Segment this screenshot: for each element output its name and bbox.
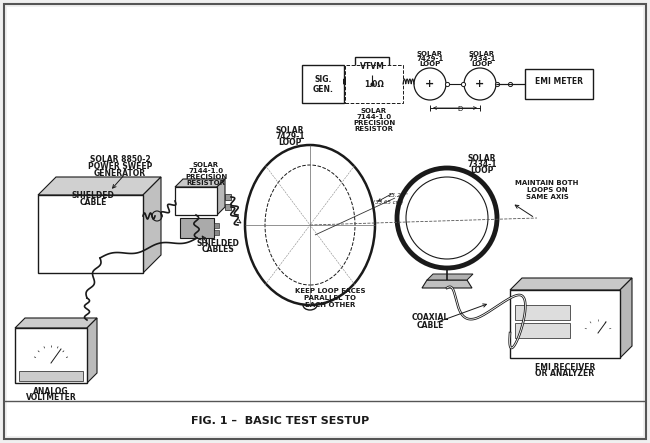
Text: CABLE: CABLE [79,198,107,206]
Text: +: + [425,79,435,89]
Text: 7144-1.0: 7144-1.0 [188,168,224,174]
Text: SOLAR: SOLAR [276,125,304,135]
Polygon shape [422,280,472,288]
Text: ANALOG: ANALOG [33,386,69,396]
Bar [19,371,83,381]
Polygon shape [15,318,97,328]
Text: MAINTAIN BOTH: MAINTAIN BOTH [515,180,578,186]
Bar [355,57,389,75]
Text: PARALLEL TO: PARALLEL TO [304,295,356,301]
Text: SOLAR: SOLAR [193,162,219,168]
Bar [515,323,570,338]
Bar [38,195,143,273]
Polygon shape [510,278,632,290]
Text: PRECISION: PRECISION [353,120,395,126]
Text: 13.25": 13.25" [387,193,408,198]
Circle shape [406,177,488,259]
Text: PRECISION: PRECISION [185,174,227,180]
Text: LOOP: LOOP [471,61,493,67]
Bar [510,290,620,358]
Text: VTVM: VTVM [359,62,384,70]
Text: RESISTOR: RESISTOR [354,126,393,132]
Text: 7334-1: 7334-1 [467,159,497,168]
Text: LOOP: LOOP [471,166,494,175]
Bar [175,187,217,215]
Text: 1.0Ω: 1.0Ω [364,79,384,89]
Text: FIG. 1 –  BASIC TEST SESTUP: FIG. 1 – BASIC TEST SESTUP [191,416,369,426]
Text: SHIELDED: SHIELDED [196,238,239,248]
Bar [15,328,87,383]
Text: LOOPS ON: LOOPS ON [526,187,567,193]
Text: SOLAR 8850-2: SOLAR 8850-2 [90,155,150,163]
Text: GEN.: GEN. [313,85,333,93]
Polygon shape [427,274,473,280]
Bar [302,65,344,103]
Text: 7144-1.0: 7144-1.0 [356,114,391,120]
Text: RESISTOR: RESISTOR [187,180,226,186]
Circle shape [67,373,73,379]
Circle shape [22,373,28,379]
Text: KEEP LOOP FACES: KEEP LOOP FACES [294,288,365,294]
Text: GENERATOR: GENERATOR [94,168,146,178]
Polygon shape [175,179,225,187]
Bar [225,194,231,200]
Bar [515,305,570,320]
Text: SOLAR: SOLAR [469,51,495,57]
Text: LOOP: LOOP [419,61,441,67]
Bar [214,230,219,235]
Polygon shape [38,177,161,195]
Bar [345,65,403,103]
Text: EMI RECEIVER: EMI RECEIVER [535,362,595,372]
Text: SOLAR: SOLAR [468,154,496,163]
Text: SIG.: SIG. [315,74,332,83]
Text: COAXIAL: COAXIAL [411,314,448,323]
Text: VOLTMETER: VOLTMETER [25,393,77,403]
Text: SOLAR: SOLAR [361,108,387,114]
Text: SOLAR: SOLAR [417,51,443,57]
Circle shape [37,373,43,379]
Text: LOOP: LOOP [278,137,302,147]
Text: D: D [458,106,463,112]
Polygon shape [217,179,225,215]
Text: 7429-1: 7429-1 [275,132,305,140]
Polygon shape [87,318,97,383]
Bar [525,69,593,99]
Text: (33.65 cm): (33.65 cm) [373,199,403,205]
Text: SAME AXIS: SAME AXIS [526,194,568,200]
Polygon shape [143,177,161,273]
Text: SHIELDED: SHIELDED [72,190,114,199]
Text: CABLE: CABLE [416,320,444,330]
Text: OR ANALYZER: OR ANALYZER [536,369,595,378]
Text: 7429-1: 7429-1 [417,56,443,62]
Text: +: + [475,79,485,89]
Bar [225,204,231,210]
Bar [180,218,214,238]
Text: EMI METER: EMI METER [535,77,583,85]
Circle shape [52,373,58,379]
Text: 7334-1: 7334-1 [468,56,496,62]
Text: EACH OTHER: EACH OTHER [305,302,355,308]
Text: CABLES: CABLES [202,245,235,253]
Bar [214,223,219,228]
Polygon shape [620,278,632,358]
Text: POWER SWEEP: POWER SWEEP [88,162,152,171]
